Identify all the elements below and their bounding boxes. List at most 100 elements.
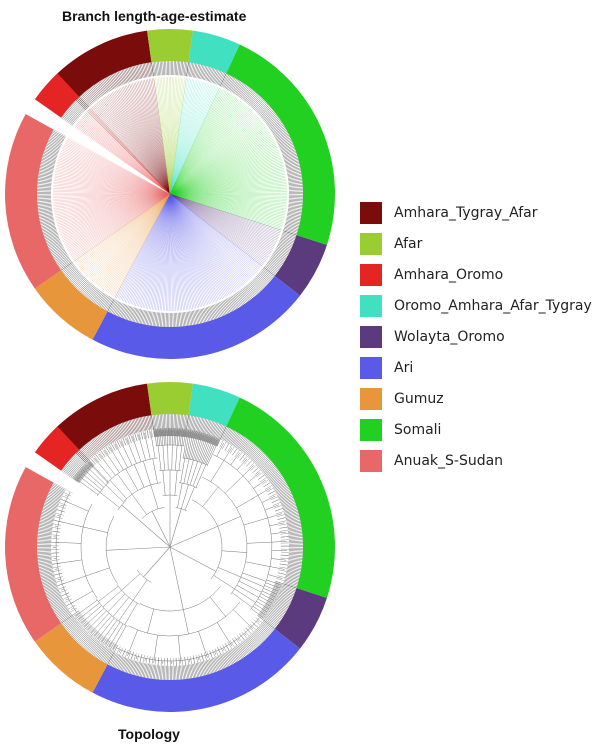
- branch: [169, 193, 281, 234]
- tip-label: [178, 61, 181, 76]
- branch: [54, 174, 171, 195]
- tip-label: [183, 312, 185, 327]
- clade-sector: [34, 73, 80, 118]
- tip-label: [283, 581, 298, 586]
- branch: [150, 193, 171, 310]
- tip-label: [251, 280, 262, 291]
- tip-label: [211, 422, 217, 436]
- tip-label: [260, 460, 272, 470]
- branch: [153, 429, 155, 438]
- branch: [191, 433, 199, 460]
- tip-label: [288, 532, 303, 535]
- branch: [51, 534, 60, 536]
- branch: [251, 621, 258, 628]
- branch: [154, 428, 156, 437]
- branch: [123, 193, 171, 302]
- tip-label: [224, 428, 232, 442]
- tip-label: [90, 642, 99, 654]
- branch: [53, 186, 171, 195]
- tip-label: [47, 495, 61, 502]
- branch: [169, 193, 270, 256]
- branch: [169, 193, 233, 294]
- legend-swatch: [360, 418, 382, 441]
- tip-label: [75, 631, 87, 642]
- branch: [205, 439, 218, 465]
- branch: [60, 152, 171, 195]
- tip-label: [47, 142, 61, 149]
- tip-label: [199, 65, 204, 79]
- tip-label: [83, 92, 93, 104]
- branch: [169, 142, 276, 195]
- branch: [169, 119, 261, 195]
- tip-label: [227, 651, 235, 664]
- tip-label: [191, 63, 195, 78]
- tip-label: [164, 414, 166, 429]
- branch: [111, 643, 116, 651]
- branch: [169, 193, 266, 263]
- tip-label: [287, 567, 302, 571]
- phylogeny-radial-tree-topology: [5, 382, 335, 712]
- branch: [153, 78, 171, 195]
- tip-label: [218, 655, 224, 669]
- branch: [215, 438, 220, 446]
- branch: [114, 90, 171, 195]
- tip-label: [49, 244, 63, 251]
- tip-label: [99, 433, 108, 446]
- tip-label: [285, 515, 300, 519]
- tip-label: [73, 276, 85, 287]
- branch: [124, 436, 128, 445]
- tip-label: [78, 449, 89, 461]
- tip-label: [49, 491, 62, 498]
- branch: [169, 77, 181, 195]
- branch: [138, 432, 142, 440]
- tip-label: [230, 649, 239, 662]
- tip-label: [283, 508, 298, 513]
- branch: [169, 193, 269, 258]
- tip-label: [144, 310, 148, 325]
- branch: [209, 435, 214, 444]
- tip-label: [60, 261, 72, 270]
- tip-label: [51, 133, 65, 140]
- branch: [99, 636, 105, 644]
- branch: [148, 193, 171, 310]
- tip-label: [252, 279, 263, 290]
- branch: [121, 193, 171, 301]
- tip-label: [121, 304, 128, 319]
- tip-label: [41, 157, 56, 162]
- branch: [169, 79, 195, 195]
- tip-label: [106, 298, 114, 311]
- tip-label: [37, 558, 52, 560]
- branch: [169, 126, 266, 195]
- branch: [169, 193, 287, 208]
- tip-label: [39, 167, 54, 171]
- tip-label: [37, 206, 52, 209]
- branch: [169, 99, 240, 195]
- tip-label: [63, 618, 75, 627]
- tip-label: [104, 650, 112, 664]
- tip-label: [87, 287, 97, 299]
- tip-label: [77, 97, 88, 109]
- tip-label: [276, 247, 289, 255]
- branch: [80, 476, 101, 493]
- tip-label: [101, 295, 109, 308]
- tip-label: [43, 230, 57, 236]
- tip-label: [67, 269, 79, 279]
- branch: [207, 435, 211, 443]
- branch: [78, 120, 171, 195]
- branch: [57, 161, 171, 195]
- tree-gap: [23, 450, 170, 547]
- branch: [67, 193, 171, 251]
- branch: [73, 193, 171, 260]
- branch: [278, 523, 287, 526]
- tip-label: [142, 63, 146, 78]
- branch: [169, 193, 286, 216]
- tip-label: [286, 519, 301, 523]
- tip-label: [239, 438, 248, 451]
- tip-label: [246, 637, 256, 649]
- branch: [263, 587, 278, 595]
- branch: [169, 193, 259, 272]
- tip-label: [175, 312, 177, 327]
- branch: [134, 433, 138, 442]
- tip-label: [61, 469, 74, 478]
- branch: [112, 625, 127, 650]
